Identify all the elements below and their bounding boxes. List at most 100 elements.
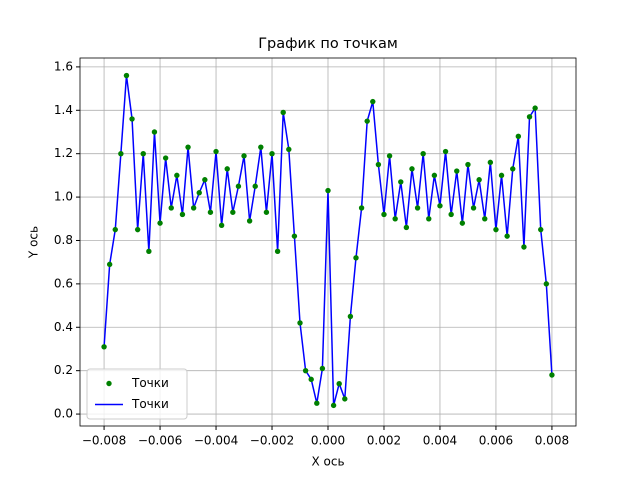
data-point: [230, 209, 236, 215]
data-point: [386, 153, 393, 159]
data-point: [218, 222, 225, 228]
data-point: [185, 144, 191, 150]
data-point: [252, 183, 258, 189]
data-point: [302, 367, 309, 374]
data-point: [364, 118, 370, 124]
data-point: [431, 172, 438, 179]
y-tick-label: 0.0: [54, 407, 73, 421]
y-tick-label: 1.4: [54, 103, 73, 117]
x-tick-label: 0.004: [423, 434, 457, 448]
data-point: [263, 209, 270, 215]
data-point: [353, 255, 359, 261]
data-point: [241, 153, 247, 159]
data-point: [532, 105, 538, 111]
y-tick-label: 1.6: [54, 59, 73, 73]
data-point: [465, 161, 471, 168]
data-point: [476, 177, 482, 183]
data-point: [134, 226, 141, 233]
x-axis-label: X ось: [311, 455, 344, 469]
data-point: [280, 109, 286, 116]
y-tick-label: 1.2: [54, 146, 73, 160]
data-point: [179, 211, 186, 218]
y-tick-label: 0.8: [54, 233, 73, 247]
data-point: [235, 183, 242, 189]
data-point: [140, 150, 146, 157]
data-point: [459, 220, 466, 226]
y-tick-label: 0.4: [54, 320, 73, 334]
data-point: [291, 233, 298, 239]
data-point: [146, 248, 152, 255]
data-point: [118, 150, 124, 157]
data-point: [403, 224, 410, 231]
data-point: [414, 205, 421, 211]
data-point: [258, 144, 264, 150]
data-point: [437, 203, 443, 209]
data-point: [174, 172, 180, 179]
data-point: [543, 281, 550, 287]
y-tick-label: 0.6: [54, 276, 73, 290]
chart-title: График по точкам: [258, 36, 398, 52]
x-tick-label: 0.008: [535, 434, 569, 448]
x-tick-label: −0.006: [138, 434, 182, 448]
data-point: [538, 226, 544, 233]
data-point: [190, 205, 197, 211]
data-point: [308, 376, 314, 383]
data-point: [207, 209, 214, 215]
data-point: [213, 148, 219, 155]
data-point: [106, 261, 113, 268]
data-point: [420, 150, 426, 157]
data-point: [526, 114, 533, 120]
data-point: [381, 211, 387, 218]
x-tick-label: 0.006: [479, 434, 513, 448]
legend-label: Точки: [131, 376, 169, 390]
data-point: [370, 98, 376, 105]
data-point: [157, 220, 163, 226]
data-point: [521, 244, 527, 250]
data-point: [347, 313, 354, 320]
data-point: [470, 205, 477, 211]
y-tick-label: 0.2: [54, 363, 73, 377]
data-point: [274, 248, 281, 255]
x-tick-label: 0.000: [311, 434, 345, 448]
x-tick-label: −0.004: [194, 434, 238, 448]
data-point: [325, 187, 331, 194]
data-point: [498, 172, 505, 179]
data-point: [482, 216, 488, 222]
data-point: [426, 216, 432, 222]
data-point: [442, 148, 449, 155]
x-tick-label: −0.008: [82, 434, 126, 448]
data-point: [549, 372, 555, 378]
data-point: [196, 190, 202, 196]
data-point: [330, 402, 337, 409]
data-point: [297, 320, 303, 326]
data-point: [151, 129, 158, 135]
data-point: [510, 166, 516, 172]
x-tick-label: −0.002: [250, 434, 294, 448]
plot-frame: [79, 57, 577, 427]
data-point: [246, 218, 253, 224]
x-tick-label: 0.002: [367, 434, 401, 448]
data-point: [101, 344, 107, 350]
y-axis-label: Y ось: [27, 226, 41, 259]
data-point: [314, 400, 320, 406]
data-point: [342, 396, 348, 402]
data-point: [515, 133, 522, 140]
data-point: [504, 233, 510, 239]
data-point: [319, 365, 326, 372]
data-point: [392, 216, 398, 222]
data-point: [162, 155, 169, 161]
data-point: [336, 380, 342, 387]
legend-box: [86, 368, 188, 420]
legend-swatch: [106, 380, 112, 387]
data-point: [129, 116, 135, 122]
data-point: [409, 166, 415, 172]
legend-label: Точки: [131, 397, 169, 411]
data-point: [454, 168, 460, 174]
data-point: [493, 226, 499, 233]
data-point: [398, 179, 404, 185]
data-point: [286, 146, 292, 153]
data-point: [224, 166, 230, 172]
data-point: [448, 211, 454, 218]
data-point: [202, 177, 208, 183]
